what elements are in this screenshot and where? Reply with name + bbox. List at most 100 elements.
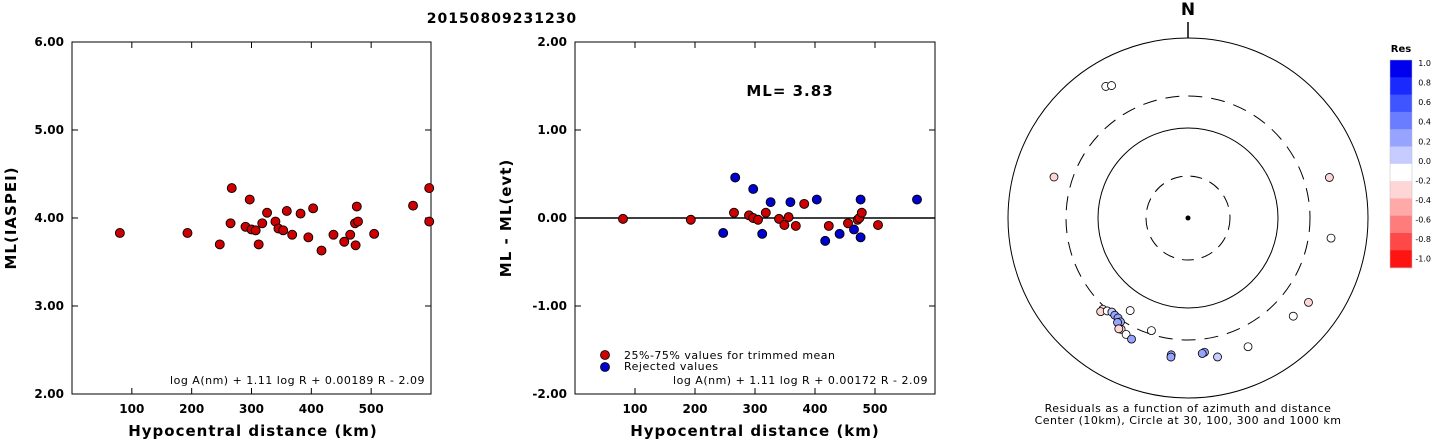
plot1-data-point <box>257 218 268 229</box>
plot1-data-point <box>424 183 435 194</box>
plot1-data-point <box>225 218 236 229</box>
plot1-xtick-label: 400 <box>299 402 324 416</box>
plot1-data-point <box>253 239 264 250</box>
plot1-xtick-label: 200 <box>179 402 204 416</box>
colorbar-cell <box>1390 163 1412 182</box>
plot2-ytick-label: -2.00 <box>532 387 567 401</box>
plot1-data-point <box>351 201 362 212</box>
plot2-rejected-point <box>785 197 796 208</box>
station-point <box>1213 352 1222 362</box>
plot1-data-point <box>250 225 261 236</box>
plot2-data-point <box>823 220 834 231</box>
plot2-formula: log A(nm) + 1.11 log R + 0.00172 R - 2.0… <box>673 374 928 387</box>
plot2-data-point <box>783 212 794 223</box>
station-point <box>1049 172 1059 182</box>
residual-vs-distance-panel: 100 200 300 400 500 -2.00 -1.00 0.00 1.00 2.00 ML… <box>497 35 936 440</box>
colorbar-tick-label: 0.4 <box>1418 118 1431 127</box>
plot2-rejected-point <box>855 232 866 243</box>
colorbar-cell <box>1390 198 1412 217</box>
plot1-data-point <box>244 194 255 205</box>
station-point <box>1288 311 1298 321</box>
plot1-data-point <box>308 203 319 214</box>
station-point <box>1166 352 1176 362</box>
plot2-rejected-point <box>855 194 866 205</box>
plot2-rejected-point <box>849 224 859 235</box>
event-id-title: 20150809231230 <box>427 11 577 27</box>
colorbar-tick-label: 1.0 <box>1418 59 1431 68</box>
colorbar-cell <box>1390 233 1412 251</box>
station-point <box>1127 334 1136 344</box>
plot2-data-point <box>685 214 696 225</box>
plot1-data-point <box>295 208 306 219</box>
plot2-ylabel: ML - ML(evt) <box>497 159 515 277</box>
plot2-xlabel: Hypocentral distance (km) <box>630 422 880 440</box>
station-point <box>1197 349 1207 358</box>
legend-marker-rejected <box>600 362 610 372</box>
colorbar-tick-label: -0.6 <box>1415 216 1431 225</box>
colorbar-cell <box>1390 129 1412 147</box>
plot2-rejected-point <box>748 184 759 194</box>
epicenter-dot <box>1185 215 1191 221</box>
plot1-data-point <box>408 200 418 211</box>
plot1-data-point <box>353 216 363 227</box>
colorbar-cell <box>1390 250 1412 269</box>
plot1-data-point <box>303 232 314 243</box>
plot1-xtick-label: 100 <box>119 402 144 416</box>
plot1-data-point <box>328 229 339 240</box>
plot2-rejected-point <box>820 235 831 246</box>
plot1-data-point <box>226 183 237 194</box>
station-point <box>1304 297 1313 307</box>
plot2-xtick-label: 300 <box>742 402 767 416</box>
residual-colorbar: Res 1.0 0.8 0.6 0.4 0.2 0.0 -0.2 -0.4 -0.6 -0.8 -1… <box>1389 44 1431 269</box>
plot2-data-point <box>843 218 853 229</box>
plot2-data-point <box>760 207 771 218</box>
plot1-xtick-label: 300 <box>239 402 264 416</box>
plot2-rejected-point <box>811 194 822 205</box>
plot1-frame <box>71 41 432 395</box>
plot1-data-point <box>114 228 125 238</box>
station-point <box>1107 81 1116 90</box>
plot1-data-point <box>214 239 225 250</box>
plot1-ylabel: ML(IASPEI) <box>2 166 20 269</box>
plot2-rejected-point <box>765 197 776 208</box>
plot1-data-point <box>281 206 292 216</box>
plot2-ytick-label: 1.00 <box>537 123 567 137</box>
plot2-rejected-point <box>718 228 729 238</box>
colorbar-frame <box>1389 59 1413 268</box>
station-point <box>1324 173 1334 182</box>
colorbar-tick-label: -1.0 <box>1415 255 1431 264</box>
plot2-rejected-point <box>834 228 845 239</box>
colorbar-tick-label: -0.2 <box>1415 176 1431 185</box>
colorbar-cell <box>1390 60 1412 78</box>
ring-1000km <box>1007 37 1369 399</box>
station-point <box>1114 324 1124 334</box>
colorbar-title: Res <box>1391 44 1411 55</box>
legend-label-trimmed: 25%-75% values for trimmed mean <box>624 349 836 362</box>
station-point <box>1243 342 1253 352</box>
plot2-data-point <box>774 213 784 224</box>
colorbar-tick-label: -0.4 <box>1415 196 1431 205</box>
polar-caption-line2: Center (10km), Circle at 30, 100, 300 an… <box>1035 414 1342 427</box>
ml-annotation: ML= 3.83 <box>746 82 833 100</box>
plot1-ytick-label: 4.00 <box>34 211 64 225</box>
plot1-ytick-label: 5.00 <box>34 123 64 137</box>
plot1-data-point <box>424 216 435 227</box>
legend-label-rejected: Rejected values <box>624 360 719 373</box>
colorbar-cell <box>1390 77 1412 96</box>
legend-marker-trimmed <box>600 350 610 360</box>
colorbar-tick-label: 0.0 <box>1418 157 1431 166</box>
colorbar-cell <box>1390 111 1412 130</box>
plot1-xtick-label: 500 <box>359 402 384 416</box>
plot2-ytick-label: 2.00 <box>537 35 567 49</box>
station-point <box>1147 326 1156 335</box>
plot1-ytick-label: 3.00 <box>34 299 64 313</box>
plot1-data-point <box>262 207 273 218</box>
plot2-data-point <box>729 207 739 218</box>
ring-30km <box>1145 175 1231 261</box>
plot2-data-point <box>790 220 801 231</box>
plot1-ytick-label: 6.00 <box>34 35 64 49</box>
plot2-xtick-label: 200 <box>682 402 707 416</box>
plot1-data-point <box>345 229 356 240</box>
plot2-data-point <box>618 213 628 224</box>
